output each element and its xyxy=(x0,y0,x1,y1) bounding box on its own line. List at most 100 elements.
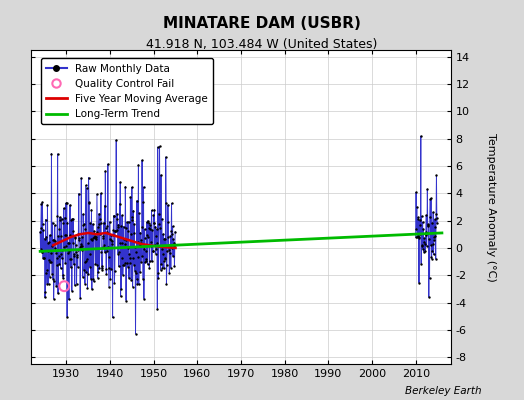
Point xyxy=(142,258,150,264)
Point xyxy=(165,246,173,253)
Point xyxy=(52,262,61,268)
Point xyxy=(97,249,105,255)
Point xyxy=(423,230,431,236)
Point xyxy=(163,234,172,240)
Point xyxy=(124,218,133,225)
Point xyxy=(70,261,78,268)
Point xyxy=(84,174,93,181)
Point xyxy=(119,262,127,268)
Point xyxy=(126,194,135,200)
Point xyxy=(136,236,145,243)
Point xyxy=(146,225,155,232)
Point xyxy=(79,211,88,217)
Point xyxy=(94,269,103,275)
Point xyxy=(86,251,94,257)
Point xyxy=(125,255,134,261)
Point xyxy=(66,232,74,239)
Point xyxy=(115,201,124,207)
Point xyxy=(67,256,75,262)
Point xyxy=(45,257,53,263)
Point xyxy=(169,253,177,259)
Point xyxy=(116,240,124,246)
Point xyxy=(119,262,128,268)
Point xyxy=(136,269,144,275)
Point xyxy=(428,256,436,262)
Point xyxy=(66,202,74,208)
Point xyxy=(88,237,96,243)
Point xyxy=(117,255,126,261)
Point xyxy=(60,205,68,211)
Point xyxy=(166,250,174,256)
Point xyxy=(72,242,80,248)
Point xyxy=(62,199,71,206)
Point xyxy=(43,202,52,208)
Point xyxy=(79,274,87,280)
Point xyxy=(141,234,149,241)
Point xyxy=(111,228,119,234)
Point xyxy=(48,220,57,226)
Point xyxy=(169,236,178,242)
Point xyxy=(70,253,79,259)
Point xyxy=(132,249,140,255)
Point xyxy=(63,314,71,320)
Point xyxy=(148,227,157,234)
Point xyxy=(117,223,125,230)
Point xyxy=(106,276,115,282)
Point xyxy=(160,264,168,271)
Point xyxy=(70,251,78,257)
Point xyxy=(75,244,84,250)
Point xyxy=(92,262,101,268)
Point xyxy=(102,266,110,272)
Point xyxy=(65,296,73,303)
Point xyxy=(41,289,49,296)
Point xyxy=(431,233,440,240)
Point xyxy=(75,237,83,244)
Point xyxy=(166,233,174,240)
Point xyxy=(38,199,47,205)
Point xyxy=(105,254,114,261)
Point xyxy=(133,198,141,204)
Point xyxy=(47,258,55,265)
Point xyxy=(39,255,47,261)
Point xyxy=(62,243,71,250)
Point xyxy=(428,248,436,254)
Point xyxy=(86,276,95,282)
Point xyxy=(65,248,73,254)
Point xyxy=(102,271,111,278)
Point xyxy=(67,264,75,270)
Point xyxy=(134,162,143,168)
Point xyxy=(109,227,117,233)
Point xyxy=(89,276,97,282)
Point xyxy=(93,274,102,281)
Point xyxy=(150,242,159,248)
Point xyxy=(36,228,45,235)
Point xyxy=(123,260,131,266)
Point xyxy=(91,235,99,242)
Point xyxy=(92,234,101,240)
Point xyxy=(104,265,113,272)
Point xyxy=(138,157,146,164)
Point xyxy=(107,232,115,238)
Point xyxy=(145,265,154,271)
Point xyxy=(412,189,420,195)
Point xyxy=(155,210,163,217)
Point xyxy=(59,272,67,279)
Point xyxy=(68,288,76,294)
Point xyxy=(54,252,63,259)
Point xyxy=(43,280,51,287)
Point xyxy=(94,224,102,230)
Point xyxy=(139,276,147,282)
Point xyxy=(130,221,139,227)
Point xyxy=(139,184,148,190)
Point xyxy=(39,227,48,234)
Point xyxy=(417,213,425,220)
Point xyxy=(134,254,142,260)
Point xyxy=(426,196,434,203)
Point xyxy=(422,229,430,235)
Point xyxy=(93,191,101,198)
Point xyxy=(98,266,106,273)
Point xyxy=(168,245,176,251)
Point xyxy=(423,186,432,192)
Point xyxy=(150,220,158,226)
Point xyxy=(77,240,85,247)
